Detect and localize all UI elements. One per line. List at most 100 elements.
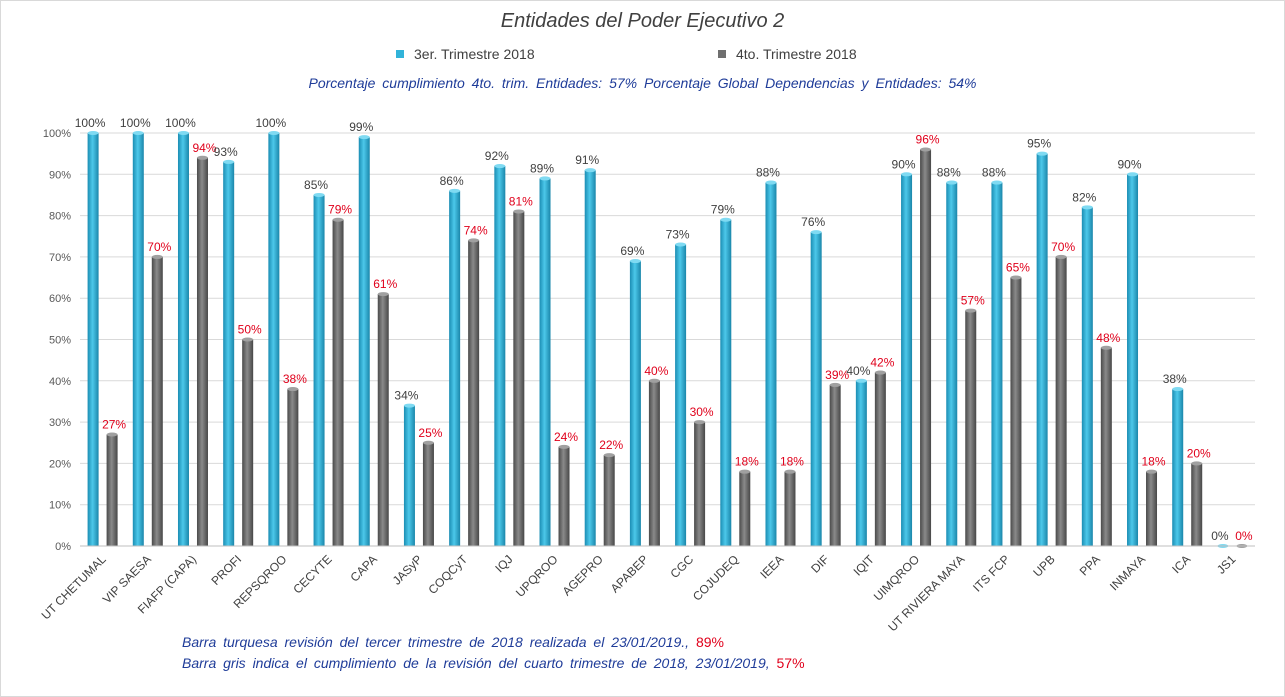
data-label-q3: 92% <box>485 149 509 163</box>
bar-q3 <box>675 244 687 546</box>
note-line-2-text: Barra gris indica el cumplimiento de la … <box>182 655 770 671</box>
bar-q4 <box>874 372 886 546</box>
bar-cap <box>1010 275 1022 280</box>
data-label-q4: 79% <box>328 203 352 217</box>
bar-q4 <box>1100 347 1112 546</box>
bar-q3 <box>765 182 777 546</box>
data-label-q4: 81% <box>509 194 533 208</box>
legend-item-series-1: 3er. Trimestre 2018 <box>396 46 535 62</box>
data-label-q4: 18% <box>735 455 759 469</box>
x-tick-label: AGEPRO <box>560 552 606 598</box>
legend-swatch-series-1 <box>396 50 404 58</box>
data-label-q3: 100% <box>120 116 151 130</box>
data-label-q3: 95% <box>1027 137 1051 151</box>
data-label-q3: 91% <box>575 153 599 167</box>
data-label-q4: 57% <box>961 294 985 308</box>
bar-q4 <box>242 339 254 546</box>
bar-q3 <box>901 174 913 547</box>
bar-q4 <box>739 471 751 546</box>
bar-cap <box>132 131 144 135</box>
bar-q3 <box>268 133 280 546</box>
data-label-q3: 88% <box>756 166 780 180</box>
data-label-q4: 20% <box>1187 446 1211 460</box>
bar-q4 <box>603 455 615 546</box>
x-tick-label: PPA <box>1077 552 1103 578</box>
data-label-q4: 50% <box>238 323 262 337</box>
data-label-q3: 79% <box>711 203 735 217</box>
bar-q3 <box>584 170 596 547</box>
note-line-1-pct: 89% <box>695 634 724 650</box>
data-label-q4: 96% <box>916 133 940 147</box>
bar-cap <box>648 378 660 383</box>
x-tick-label: COQCyT <box>425 552 470 597</box>
bar-q4 <box>377 294 389 546</box>
x-tick-label: JASyP <box>390 552 425 587</box>
data-label-q3: 100% <box>256 116 287 130</box>
bar-q3 <box>177 133 189 546</box>
note-line-1: Barra turquesa revisión del tercer trime… <box>182 634 724 650</box>
bar-cap <box>87 131 99 135</box>
bar-cap <box>1036 151 1048 156</box>
x-tick-label: UPB <box>1030 552 1057 579</box>
bar-q4 <box>829 384 841 546</box>
data-label-q3: 89% <box>530 161 554 175</box>
bar-cap <box>332 217 344 222</box>
bar-q3 <box>1036 153 1048 546</box>
bar-cap <box>403 403 415 408</box>
bar-q4 <box>422 442 434 546</box>
data-label-q3: 88% <box>982 166 1006 180</box>
bar-cap <box>829 382 841 387</box>
bar-cap <box>558 444 570 449</box>
bar-q3 <box>494 166 506 547</box>
bar-q3 <box>855 380 867 546</box>
data-label-q3: 40% <box>846 364 870 378</box>
data-label-q4: 0% <box>1235 529 1253 543</box>
data-label-q3: 100% <box>75 116 106 130</box>
bar-cap <box>784 469 796 474</box>
bar-q3 <box>403 405 415 546</box>
chart-title: Entidades del Poder Ejecutivo 2 <box>500 10 785 32</box>
data-label-q4: 24% <box>554 430 578 444</box>
x-tick-label: UT CHETUMAL <box>39 552 109 622</box>
bar-q4 <box>558 446 570 546</box>
bar-cap <box>965 308 977 313</box>
bar-cap <box>810 230 822 235</box>
bar-cap <box>739 469 751 474</box>
bar-q3 <box>87 133 99 546</box>
bar-q3 <box>313 194 325 546</box>
bar-q4 <box>1191 463 1203 546</box>
bar-cap <box>629 259 641 264</box>
bar-q3 <box>810 232 822 546</box>
note-line-2-pct: 57% <box>776 655 805 671</box>
data-label-q4: 74% <box>464 223 488 237</box>
data-label-q3: 88% <box>937 166 961 180</box>
data-label-q3: 99% <box>349 120 373 134</box>
data-label-q3: 93% <box>214 145 238 159</box>
bar-cap <box>855 378 867 383</box>
data-label-q3: 90% <box>1118 157 1142 171</box>
y-tick-label: 10% <box>49 500 71 512</box>
data-label-q3: 85% <box>304 178 328 192</box>
bar-cap <box>313 192 325 197</box>
bar-q3 <box>946 182 958 546</box>
x-tick-label: UPQROO <box>513 552 561 600</box>
data-label-q3: 69% <box>620 244 644 258</box>
data-label-q4: 27% <box>102 417 126 431</box>
bar-q3 <box>720 219 732 547</box>
bar-cap <box>1055 254 1067 259</box>
y-tick-label: 40% <box>49 376 71 388</box>
data-label-q3: 100% <box>165 116 196 130</box>
bar-cap <box>1100 345 1112 350</box>
bar-q4 <box>287 389 299 546</box>
bar-q3 <box>539 178 551 546</box>
x-tick-label: CECYTE <box>290 552 334 596</box>
bar-q3 <box>449 190 461 546</box>
bar-q3 <box>1127 174 1139 547</box>
bar-cap <box>468 238 480 243</box>
bar-q4 <box>151 256 163 546</box>
data-label-q3: 0% <box>1211 529 1229 543</box>
bar-cap <box>874 370 886 375</box>
data-label-q4: 18% <box>1142 455 1166 469</box>
bar-q4 <box>965 310 977 546</box>
